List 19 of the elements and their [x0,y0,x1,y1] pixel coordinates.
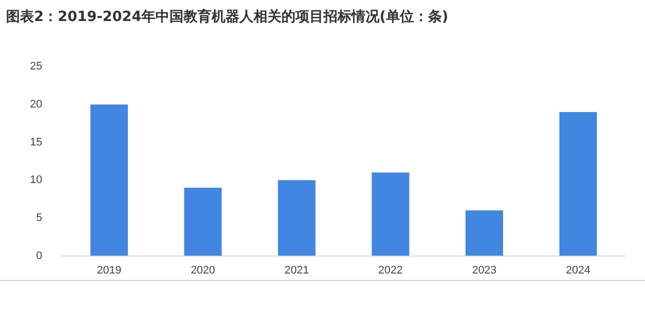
x-tick-label: 2024 [566,264,590,276]
y-tick-label: 20 [30,98,42,110]
x-tick-label: 2020 [190,264,216,276]
bar [372,172,410,256]
bar [466,210,504,256]
y-tick-label: 0 [36,250,42,262]
y-tick-label: 15 [30,136,42,148]
chart-title: 图表2：2019-2024年中国教育机器人相关的项目招标情况(单位：条) [6,8,448,26]
bar [90,104,128,256]
bar [559,112,597,256]
bar [184,188,222,256]
x-tick-label: 2022 [378,264,403,276]
y-tick-label: 10 [30,174,42,186]
y-tick-label: 25 [30,60,42,73]
bar [278,180,316,256]
x-tick-label: 2023 [472,264,497,276]
x-tick-label: 2019 [96,264,122,276]
x-tick-label: 2021 [284,264,309,276]
y-tick-label: 5 [36,212,42,224]
